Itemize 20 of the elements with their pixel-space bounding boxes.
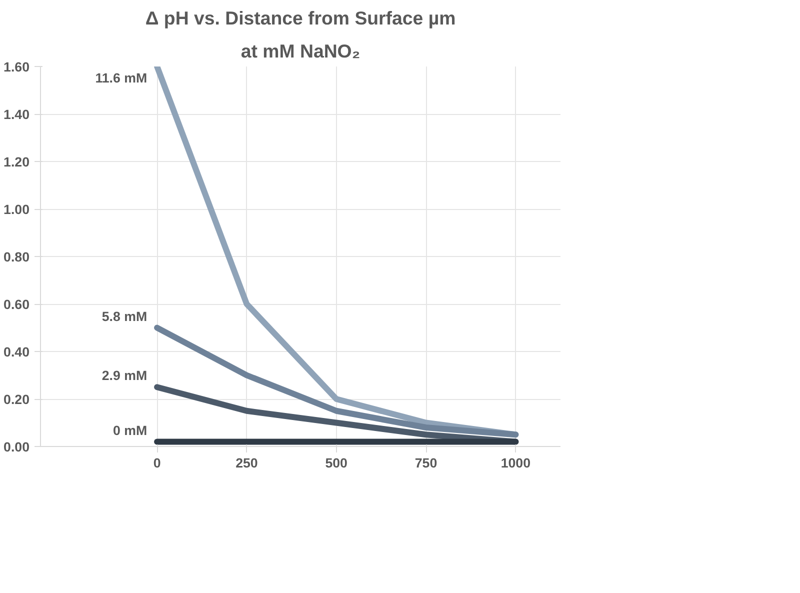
y-tick-label: 0.60: [4, 297, 30, 312]
y-tick-label: 1.60: [4, 60, 30, 74]
series-label: 5.8 mM: [102, 308, 148, 324]
y-tick-label: 1.40: [4, 107, 30, 122]
y-tick-label: 0.40: [4, 344, 30, 360]
x-tick-label: 750: [414, 456, 438, 470]
x-tick-label: 250: [236, 456, 258, 470]
series-label: 0 mM: [112, 422, 148, 438]
x-tick-label: 1000: [500, 456, 531, 470]
chart-subtitle: at mM NaNO₂: [240, 40, 360, 62]
y-tick-label: 0.00: [4, 440, 30, 454]
y-tick-label: 1.20: [4, 154, 30, 170]
chart-title: Δ pH vs. Distance from Surface µm: [145, 8, 456, 28]
x-tick-label: 500: [325, 456, 348, 470]
series-label: 11.6 mM: [95, 70, 148, 86]
y-tick-label: 1.00: [4, 202, 30, 217]
y-tick-label: 0.80: [4, 250, 30, 264]
y-tick-label: 0.20: [4, 392, 30, 407]
series-label: 2.9 mM: [102, 368, 148, 384]
x-tick-label: 0: [153, 456, 161, 470]
